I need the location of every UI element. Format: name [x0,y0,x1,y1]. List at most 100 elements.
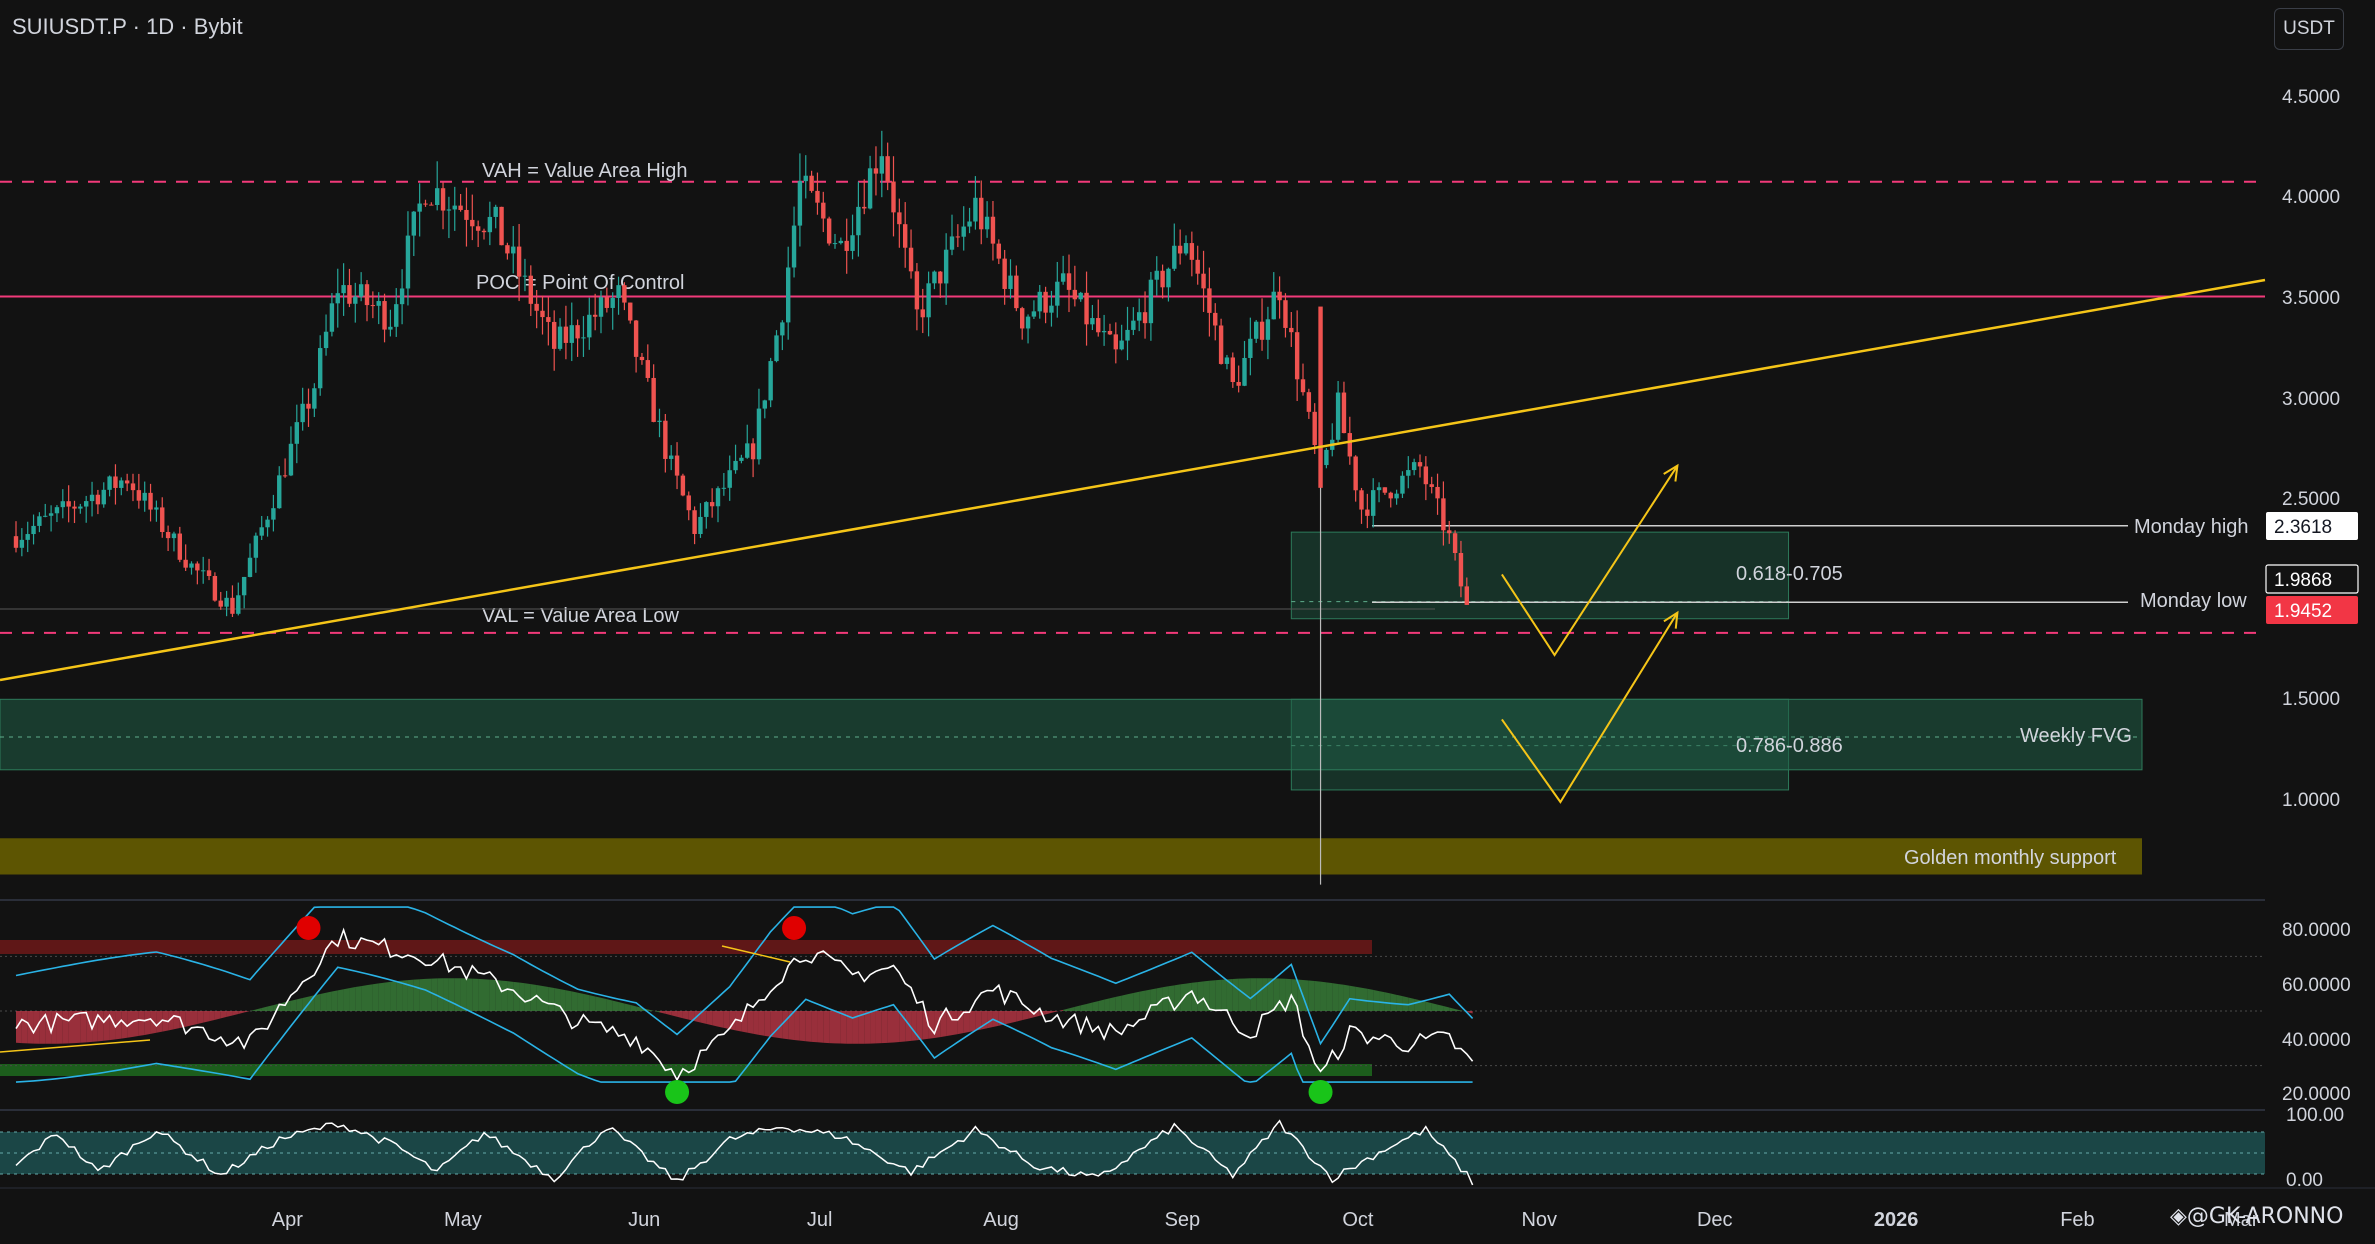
candle[interactable] [973,176,978,230]
candle[interactable] [1353,455,1358,502]
candle[interactable] [750,438,756,478]
candle[interactable] [1049,290,1054,327]
candle[interactable] [435,161,440,211]
candle[interactable] [996,239,1001,265]
candle[interactable] [265,516,270,537]
candle[interactable] [1277,276,1282,319]
candle[interactable] [66,485,71,523]
candle[interactable] [247,543,253,578]
candle[interactable] [1125,306,1130,361]
candle[interactable] [271,494,276,532]
candle[interactable] [879,130,884,198]
candle[interactable] [113,464,118,505]
candle[interactable] [598,290,604,334]
candle[interactable] [1137,298,1142,332]
candle[interactable] [31,514,36,545]
candle[interactable] [505,242,510,260]
candle[interactable] [300,387,305,431]
candle[interactable] [1318,306,1323,885]
candle[interactable] [1259,298,1265,351]
candle[interactable] [224,590,229,617]
candle[interactable] [388,309,393,337]
candle[interactable] [1341,381,1347,434]
candle[interactable] [1289,312,1294,347]
candle[interactable] [1254,319,1259,343]
candle[interactable] [1458,540,1464,598]
candle[interactable] [236,582,241,616]
candle[interactable] [25,521,30,553]
candle[interactable] [604,287,610,313]
candle[interactable] [341,263,346,316]
candle[interactable] [1376,482,1382,503]
candle[interactable] [920,288,925,334]
currency-button[interactable]: USDT [2274,8,2344,50]
candle[interactable] [592,293,598,331]
candle[interactable] [511,226,516,274]
candle[interactable] [563,305,569,360]
candle[interactable] [282,458,288,478]
candle[interactable] [1142,291,1148,339]
candle[interactable] [786,246,791,340]
candle[interactable] [1382,487,1388,495]
candle[interactable] [768,357,773,408]
candle[interactable] [1055,261,1060,318]
candle[interactable] [569,302,574,362]
candle[interactable] [1359,487,1364,524]
candle[interactable] [943,233,949,305]
candle[interactable] [891,156,896,237]
candle[interactable] [306,388,311,427]
candle[interactable] [1043,286,1048,324]
candle[interactable] [581,316,586,357]
candle[interactable] [294,404,299,464]
price-label-red[interactable] [2266,596,2358,624]
candle[interactable] [1324,447,1329,469]
candle[interactable] [897,198,902,248]
candle[interactable] [862,179,867,215]
candle[interactable] [1242,340,1247,387]
candle[interactable] [189,561,194,575]
candle[interactable] [1166,267,1171,302]
candle[interactable] [1406,456,1411,489]
candle[interactable] [1172,223,1177,271]
candle[interactable] [1119,324,1124,351]
candle[interactable] [259,516,264,541]
candle[interactable] [43,503,48,518]
candle[interactable] [72,500,77,524]
candle[interactable] [1371,478,1376,528]
candle[interactable] [838,237,844,245]
candle[interactable] [1236,365,1241,393]
candle[interactable] [1394,489,1399,505]
candle[interactable] [1107,323,1113,336]
candle[interactable] [1031,300,1037,319]
candle[interactable] [534,290,539,329]
candle[interactable] [206,558,212,581]
candle[interactable] [1300,363,1306,396]
candle[interactable] [1148,271,1154,341]
candle[interactable] [475,220,481,248]
candle[interactable] [382,293,387,343]
candle[interactable] [1447,520,1452,544]
candle[interactable] [528,265,533,316]
candle[interactable] [1224,354,1230,370]
price-label-dark[interactable] [2265,564,2359,594]
bearish-signal-dot[interactable] [782,916,807,940]
candle[interactable] [1113,322,1118,364]
candle[interactable] [610,292,615,330]
candle[interactable] [657,408,662,438]
candle[interactable] [212,572,218,602]
oscillator-2-line[interactable] [15,1119,1474,1186]
candle[interactable] [183,544,188,572]
candle[interactable] [1096,299,1101,337]
candle[interactable] [1230,352,1235,388]
candle[interactable] [160,497,165,538]
candle[interactable] [124,473,130,492]
candle[interactable] [774,330,779,363]
candle[interactable] [1060,255,1066,285]
candle[interactable] [347,268,352,308]
candle[interactable] [1195,245,1200,285]
candle[interactable] [1084,271,1089,346]
bullish-signal-dot[interactable] [1308,1080,1333,1104]
candle[interactable] [844,218,849,274]
candle[interactable] [358,272,364,302]
